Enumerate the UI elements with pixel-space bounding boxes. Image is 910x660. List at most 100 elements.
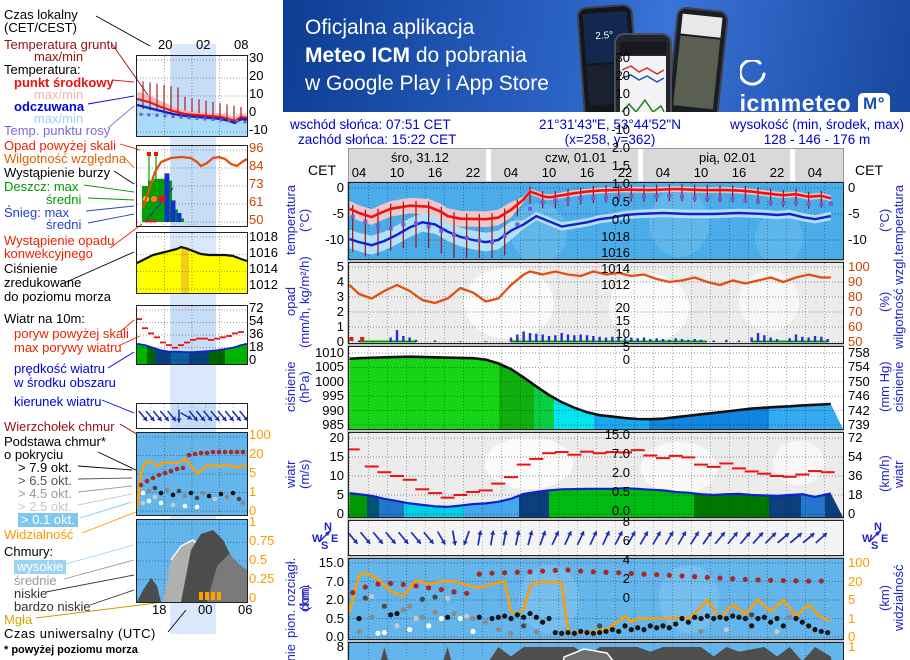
legend-opadskali: Opad powyżej skali [4,138,116,153]
axis-tick-left: 0 [336,180,344,195]
mini-tick: 0.0 [611,212,630,227]
mini-tick: 73 [249,176,264,191]
mini-tick: 15 [615,313,630,328]
legend-podst1: Podstawa chmur* [4,434,106,449]
axis-tick-left: 5 [336,259,344,274]
axis-tick-right: 1 [848,639,856,654]
axis-tick-right: 0 [848,629,856,644]
axis-title-text: (°C) [877,208,892,232]
axis-tick-right: 72 [848,430,863,445]
sunrise-text: wschód słońca: 07:51 CET [290,117,451,132]
axis-tick-left: 8 [336,639,344,654]
legend-kierunek: kierunek wiatru [14,394,102,409]
svg-text:2.5°: 2.5° [595,30,614,42]
mini-tick: 84 [249,158,264,173]
mini-tick: 50 [249,212,264,227]
axis-title: (km) widzialność [877,548,908,648]
axis-tick-right: 60 [848,319,863,334]
mini-tick: 20 [615,68,630,83]
axis-tick-right: 754 [848,359,870,375]
compass-icon-right: N W S E [862,521,889,552]
mini-tick: -10 [611,122,630,137]
mini-top-tick: 08 [234,37,249,52]
hour-label: 16 [731,165,747,180]
legend-srednie: średnie [14,573,57,588]
altitude-info: wysokość (min, środek, max) 128 - 146 - … [730,117,904,147]
mini-temperature [136,55,248,137]
mini-bottom-tick: 18 [152,602,167,617]
mini-precip [136,145,248,227]
axis-tick-right: 758 [848,345,870,360]
hour-label: 04 [655,165,671,180]
mini-top-tick: 20 [158,37,173,52]
axis-tick-left: 10 [329,468,344,483]
mini-tick: 1016 [249,245,278,260]
mini-tick: 30 [249,50,264,65]
legend-snieg: Śnieg: max [4,205,70,220]
time-axis-header: śro, 31.12 czw, 01.01 pią, 02.01 04 10 16 22 04… [348,148,844,182]
mini-tick: 0.0 [611,503,630,518]
axis-tick-right: 742 [848,402,870,418]
mini-tick: 54 [249,313,264,328]
axis-tick-right: 100 [848,259,870,274]
axis-tick-left: 0.0 [325,629,344,644]
axis-tick-left: 1005 [315,359,344,375]
legend-wysokie: wysokie [14,560,67,574]
mini-tick: 10 [249,86,264,101]
mini-tick: 0 [622,590,630,605]
icmmeteo-logo[interactable]: icmmeteo M° [739,60,890,112]
mini-tick: 20 [615,300,630,315]
mini-tick: 1.0 [611,176,630,191]
mini-tick: -10 [249,122,268,137]
legend-okt45: > 4.5 okt. [18,486,72,501]
axis-title-text: (%) [877,291,892,313]
mini-tick: 2.0 [611,465,630,480]
day-label: pią, 02.01 [699,150,757,165]
axis-title: temperatura (°C) [283,182,314,258]
mini-tick: 8 [622,514,630,529]
axis-title-text: (°C) [297,208,312,232]
panel-cloud-cover [348,642,844,660]
panel-wind [348,432,844,518]
app-promo-banner[interactable]: Oficjalna aplikacja Meteo ICM do pobrani… [283,0,910,112]
legend-burza: Wystąpienie burzy [4,165,111,180]
legend-poryw: poryw powyżej skali [14,326,129,341]
mini-cloud-cover [136,519,248,603]
axis-title: pion. rozciągł. chm. (km) [283,548,314,648]
legend-konw2: konwekcyjnego [4,246,93,261]
axis-tick-left: 990 [322,402,344,418]
axis-tick-left: 1010 [315,345,344,360]
axis-tick-right: 70 [848,304,863,319]
cet-label-left: CET [308,162,336,178]
axis-tick-left: 4 [336,274,344,289]
mini-tick: 0.5 [611,484,630,499]
axis-title-text: (km/h) [877,455,892,493]
legend-omaxmin: max/min [34,111,84,126]
legend-footnote: * powyżej poziomu morza [4,644,138,656]
hour-label: 16 [579,165,595,180]
axis-tick-right: 0 [848,180,856,195]
legend-czas1: Czas lokalny [4,7,78,22]
legend-snieg2: średni [46,217,82,232]
mini-tick: 10 [615,86,630,101]
axis-tick-left: -10 [325,232,344,247]
mini-tick: 0 [622,352,630,367]
mini-tick: 1012 [601,277,630,292]
day-label: czw, 01.01 [545,150,607,165]
legend-deszcz: Deszcz: max [4,179,79,194]
mini-tick: 18 [249,339,264,354]
axis-title: opad (mm/h, kg/m²/h) [283,250,314,354]
legend-utc: Czas uniwersalny (UTC) [4,626,156,641]
hour-label: 10 [389,165,405,180]
axis-title: ciśnienie (hPa) [283,346,314,428]
location-coords: 21°31'43"E, 53°44'52"N (x=258, y=362) [539,117,681,147]
compass-icon-left: N W S E [312,521,339,552]
axis-title: (%) wilgotność wzgl. [877,250,908,354]
legend-odczuwana: odczuwana [14,99,85,114]
panel-temperature [348,182,844,260]
sun-times: wschód słońca: 07:51 CET zachód słońca: … [290,117,456,147]
mini-tick: 61 [249,194,264,209]
legend-leader-lines [35,15,197,633]
axis-title: (°C) temperatura [877,182,908,258]
